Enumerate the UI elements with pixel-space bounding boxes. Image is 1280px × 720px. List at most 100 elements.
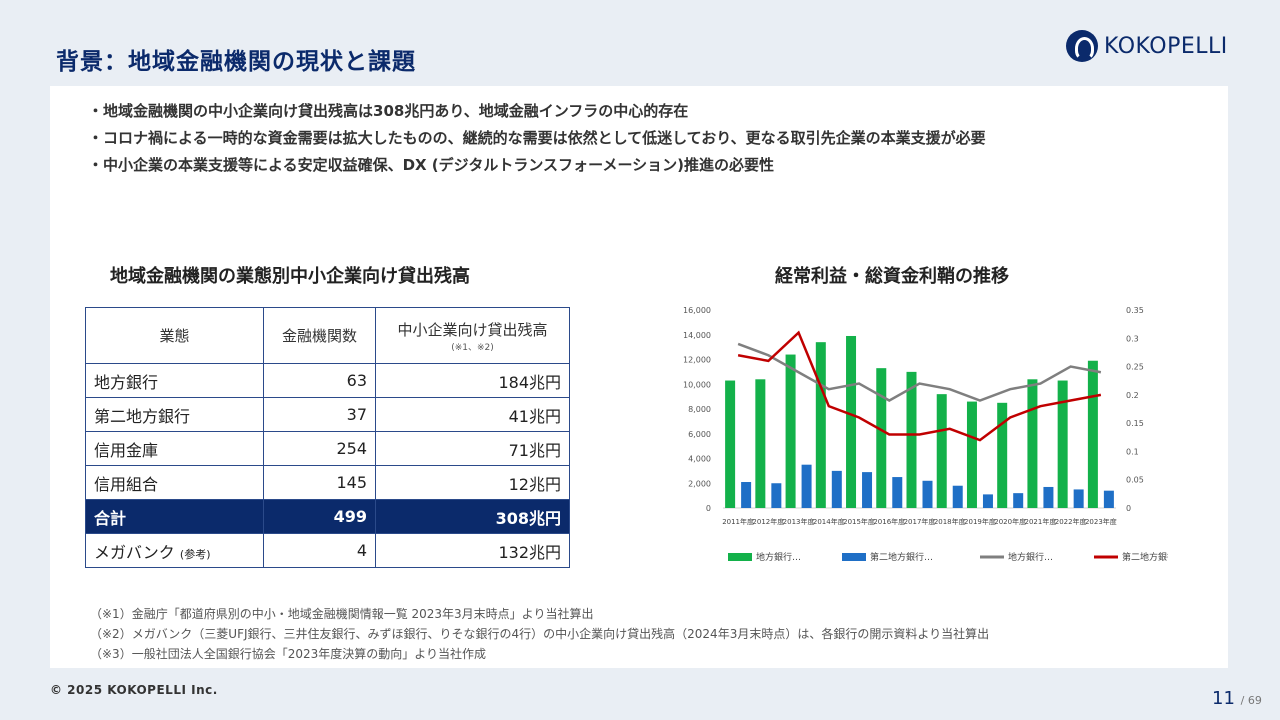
bar [1027, 379, 1038, 508]
table-row: 地方銀行 63 184兆円 [85, 363, 570, 398]
reference-note: (参考) [179, 547, 211, 561]
cell-balance: 71兆円 [375, 431, 570, 466]
footnotes: （※1）金融庁「都道府県別の中小・地域金融機関情報一覧 2023年3月末時点」よ… [90, 604, 989, 664]
bar [771, 483, 782, 508]
y-left-tick-label: 4,000 [688, 455, 711, 464]
x-tick-label: 2022年度 [1055, 517, 1087, 526]
legend-swatch [842, 553, 866, 561]
header-balance-label: 中小企業向け貸出残高 [397, 320, 548, 339]
y-left-tick-label: 10,000 [683, 380, 711, 389]
logo-icon [1066, 30, 1098, 62]
cell-type-label: メガバンク [94, 542, 175, 562]
page-title: 背景：地域金融機関の現状と課題 [56, 49, 416, 75]
x-tick-label: 2020年度 [994, 517, 1026, 526]
cell-type: 信用組合 [85, 465, 264, 500]
bar [966, 401, 977, 508]
table-header-row: 業態 金融機関数 中小企業向け貸出残高 (※1、※2) [85, 307, 570, 364]
y-left-tick-label: 16,000 [683, 306, 711, 315]
cell-count: 4 [263, 533, 376, 568]
x-tick-label: 2023年度 [1085, 517, 1117, 526]
cell-count: 254 [263, 431, 376, 466]
bar [801, 464, 812, 508]
y-left-tick-label: 8,000 [688, 405, 711, 414]
y-right-tick-label: 0.05 [1126, 476, 1144, 485]
logo: KOKOPELLI [1066, 30, 1228, 62]
x-tick-label: 2011年度 [722, 517, 754, 526]
header-type: 業態 [85, 307, 264, 364]
cell-balance: 41兆円 [375, 397, 570, 432]
footnote: （※1）金融庁「都道府県別の中小・地域金融機関情報一覧 2023年3月末時点」よ… [90, 607, 594, 621]
header-balance-note: (※1、※2) [451, 342, 494, 353]
bar [831, 470, 842, 508]
bar [892, 477, 903, 508]
table-total-row: 合計 499 308兆円 [85, 499, 570, 534]
bar [785, 354, 796, 508]
legend-label: 地方銀行… [756, 551, 801, 563]
cell-type: 第二地方銀行 [85, 397, 264, 432]
bullet-list: 地域金融機関の中小企業向け貸出残高は308兆円あり、地域金融インフラの中心的存在… [88, 98, 986, 179]
bar [1073, 489, 1084, 508]
y-left-tick-label: 14,000 [683, 331, 711, 340]
cell-count: 63 [263, 363, 376, 398]
page-current: 11 [1212, 688, 1235, 709]
cell-count: 499 [263, 499, 376, 534]
bar [1057, 380, 1068, 508]
bar [1103, 490, 1114, 508]
cell-balance: 184兆円 [375, 363, 570, 398]
cell-type: 合計 [85, 499, 264, 534]
page-total: / 69 [1240, 694, 1262, 707]
footnote: （※2）メガバンク（三菱UFJ銀行、三井住友銀行、みずほ銀行、りそな銀行の4行）… [90, 627, 990, 641]
y-right-tick-label: 0 [1126, 504, 1131, 513]
series-line [737, 342, 1102, 402]
series-line [737, 330, 1102, 442]
bullet-item: 中小企業の本業支援等による安定収益確保、DX (デジタルトランスフォーメーション… [88, 152, 986, 179]
bar [876, 368, 887, 508]
copyright: © 2025 KOKOPELLI Inc. [50, 683, 218, 697]
table-row: 信用金庫 254 71兆円 [85, 431, 570, 466]
bar [1043, 486, 1054, 508]
bullet-item: 地域金融機関の中小企業向け貸出残高は308兆円あり、地域金融インフラの中心的存在 [88, 98, 986, 125]
x-tick-label: 2012年度 [752, 517, 784, 526]
y-right-tick-label: 0.3 [1126, 334, 1139, 343]
logo-text: KOKOPELLI [1104, 33, 1228, 59]
cell-balance: 308兆円 [375, 499, 570, 534]
y-left-tick-label: 2,000 [688, 479, 711, 488]
bar [936, 394, 947, 508]
content-panel: 地域金融機関の中小企業向け貸出残高は308兆円あり、地域金融インフラの中心的存在… [50, 86, 1228, 668]
bar [952, 485, 963, 508]
legend-label: 第二地方銀行… [870, 551, 933, 563]
cell-balance: 12兆円 [375, 465, 570, 500]
header-balance: 中小企業向け貸出残高 (※1、※2) [375, 307, 570, 364]
bar [906, 371, 917, 508]
x-tick-label: 2017年度 [904, 517, 936, 526]
table-reference-row: メガバンク (参考) 4 132兆円 [85, 533, 570, 568]
cell-count: 37 [263, 397, 376, 432]
table-title: 地域金融機関の業態別中小企業向け貸出残高 [110, 266, 470, 287]
x-tick-label: 2021年度 [1025, 517, 1057, 526]
x-tick-label: 2013年度 [783, 517, 815, 526]
bar [862, 472, 873, 508]
y-right-tick-label: 0.35 [1126, 306, 1144, 315]
table-row: 第二地方銀行 37 41兆円 [85, 397, 570, 432]
bar [1087, 360, 1098, 508]
loan-balance-table: 業態 金融機関数 中小企業向け貸出残高 (※1、※2) 地方銀行 63 184兆円 第… [85, 307, 570, 568]
header-count: 金融機関数 [263, 307, 376, 364]
bar [815, 342, 826, 508]
cell-balance: 132兆円 [375, 533, 570, 568]
page-number: 11 / 69 [1212, 688, 1262, 709]
x-tick-label: 2019年度 [964, 517, 996, 526]
table-row: 信用組合 145 12兆円 [85, 465, 570, 500]
y-left-tick-label: 12,000 [683, 356, 711, 365]
footnote: （※3）一般社団法人全国銀行協会「2023年度決算の動向」より当社作成 [90, 647, 486, 661]
x-tick-label: 2016年度 [873, 517, 905, 526]
y-right-tick-label: 0.15 [1126, 419, 1144, 428]
legend-label: 地方銀行… [1008, 551, 1053, 563]
x-tick-label: 2014年度 [813, 517, 845, 526]
profit-margin-chart: 0 2,000 4,000 6,000 8,000 10,000 12,000 14,000 1… [683, 306, 1168, 563]
bar [725, 380, 736, 508]
bullet-item: コロナ禍による一時的な資金需要は拡大したものの、継続的な需要は依然として低迷して… [88, 125, 986, 152]
bar [846, 335, 857, 508]
y-right-tick-label: 0.2 [1126, 391, 1139, 400]
bar [922, 480, 933, 508]
y-right-tick-label: 0.25 [1126, 363, 1144, 372]
